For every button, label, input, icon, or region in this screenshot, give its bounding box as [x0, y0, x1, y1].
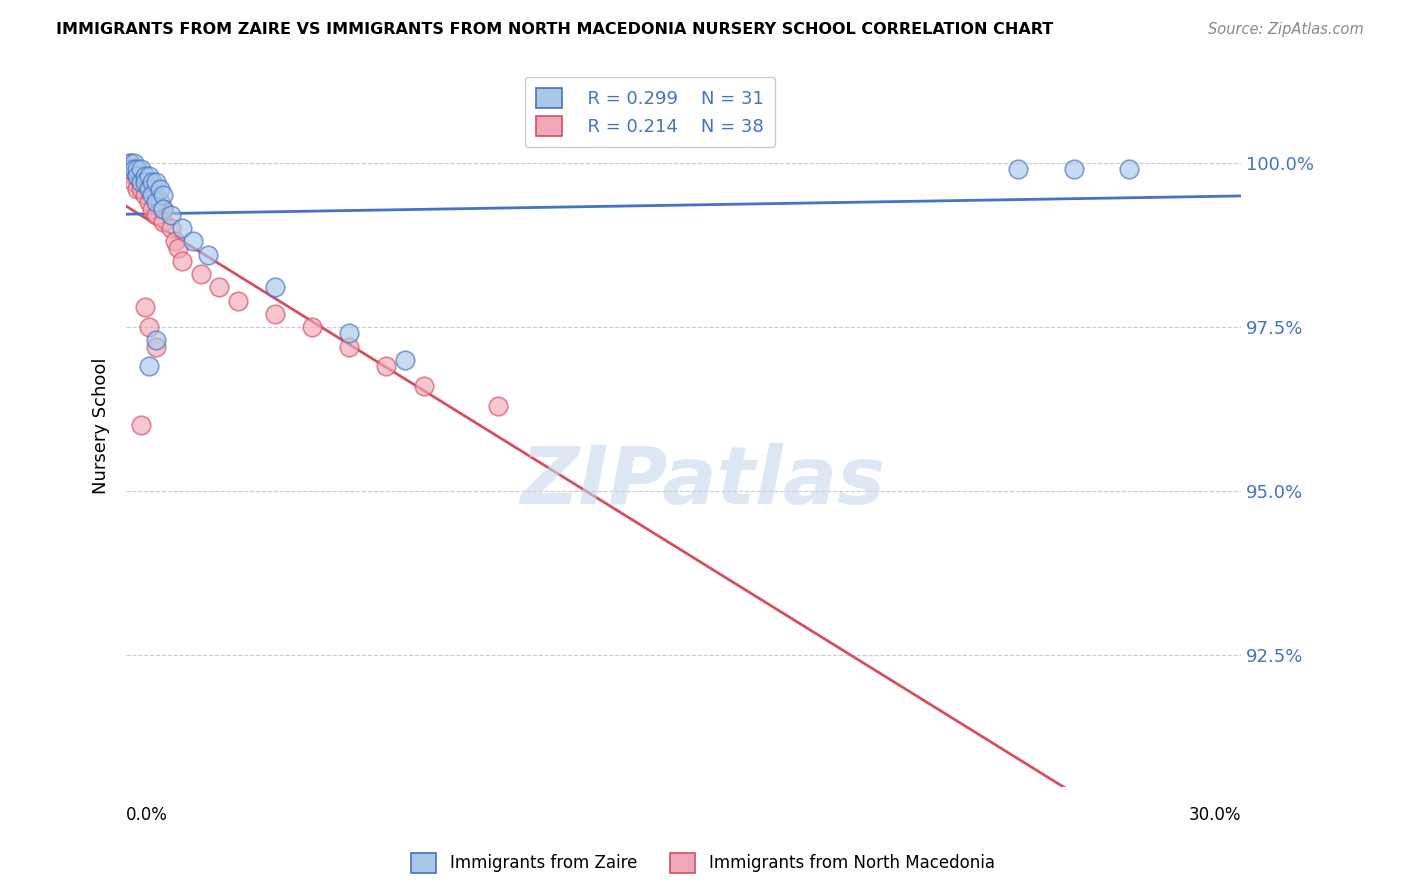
Point: [141, 182, 163, 196]
Point: [141, 202, 163, 216]
Point: [190, 268, 212, 282]
Point: [134, 175, 156, 189]
Point: [208, 280, 231, 294]
Point: [118, 162, 141, 177]
Point: [145, 194, 167, 209]
Point: [127, 162, 149, 177]
Point: [167, 241, 190, 255]
Point: [138, 175, 160, 189]
Point: [197, 247, 219, 261]
Point: [264, 307, 287, 321]
Point: [141, 188, 163, 202]
Point: [394, 352, 416, 367]
Point: [145, 175, 167, 189]
Point: [486, 399, 509, 413]
Legend: Immigrants from Zaire, Immigrants from North Macedonia: Immigrants from Zaire, Immigrants from N…: [405, 847, 1001, 880]
Point: [138, 169, 160, 183]
Text: ZIPatlas: ZIPatlas: [520, 442, 886, 521]
Point: [337, 340, 360, 354]
Point: [129, 182, 152, 196]
Point: [118, 155, 141, 169]
Point: [1007, 162, 1029, 177]
Point: [138, 319, 160, 334]
Point: [1118, 162, 1140, 177]
Point: [170, 254, 193, 268]
Point: [129, 175, 152, 189]
Point: [122, 162, 145, 177]
Point: [129, 418, 152, 433]
Point: [301, 319, 323, 334]
Point: [145, 188, 167, 202]
Point: [118, 162, 141, 177]
Point: [160, 221, 183, 235]
Point: [134, 175, 156, 189]
Point: [134, 169, 156, 183]
Point: [412, 379, 434, 393]
Point: [152, 202, 174, 216]
Point: [134, 300, 156, 314]
Point: [152, 215, 174, 229]
Point: [118, 155, 141, 169]
Text: IMMIGRANTS FROM ZAIRE VS IMMIGRANTS FROM NORTH MACEDONIA NURSERY SCHOOL CORRELAT: IMMIGRANTS FROM ZAIRE VS IMMIGRANTS FROM…: [56, 22, 1053, 37]
Point: [134, 188, 156, 202]
Point: [181, 235, 204, 249]
Point: [127, 169, 149, 183]
Point: [152, 202, 174, 216]
Legend:   R = 0.299    N = 31,   R = 0.214    N = 38: R = 0.299 N = 31, R = 0.214 N = 38: [526, 77, 775, 147]
Point: [141, 175, 163, 189]
Point: [122, 169, 145, 183]
Point: [149, 194, 172, 209]
Point: [145, 340, 167, 354]
Point: [122, 155, 145, 169]
Point: [149, 182, 172, 196]
Text: Source: ZipAtlas.com: Source: ZipAtlas.com: [1208, 22, 1364, 37]
Text: 0.0%: 0.0%: [127, 806, 169, 824]
Point: [226, 293, 249, 308]
Point: [122, 175, 145, 189]
Point: [129, 162, 152, 177]
Point: [145, 333, 167, 347]
Point: [152, 188, 174, 202]
Point: [127, 162, 149, 177]
Point: [122, 162, 145, 177]
Point: [138, 194, 160, 209]
Point: [375, 359, 398, 374]
Point: [163, 235, 186, 249]
Point: [264, 280, 287, 294]
Point: [127, 182, 149, 196]
Point: [160, 208, 183, 222]
Point: [129, 169, 152, 183]
Point: [337, 326, 360, 341]
Point: [138, 359, 160, 374]
Point: [1063, 162, 1085, 177]
Point: [170, 221, 193, 235]
Point: [127, 169, 149, 183]
Y-axis label: Nursery School: Nursery School: [93, 357, 110, 493]
Text: 30.0%: 30.0%: [1188, 806, 1241, 824]
Point: [138, 182, 160, 196]
Point: [145, 208, 167, 222]
